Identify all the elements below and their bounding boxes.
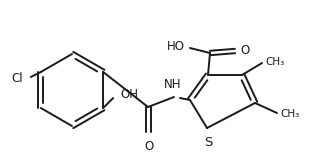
Text: NH: NH [164, 78, 182, 91]
Text: HO: HO [167, 40, 185, 53]
Text: O: O [144, 140, 154, 153]
Text: O: O [240, 44, 249, 56]
Text: CH₃: CH₃ [280, 109, 299, 119]
Text: S: S [204, 136, 212, 149]
Text: Cl: Cl [11, 72, 23, 85]
Text: OH: OH [120, 88, 138, 101]
Text: CH₃: CH₃ [265, 57, 284, 67]
